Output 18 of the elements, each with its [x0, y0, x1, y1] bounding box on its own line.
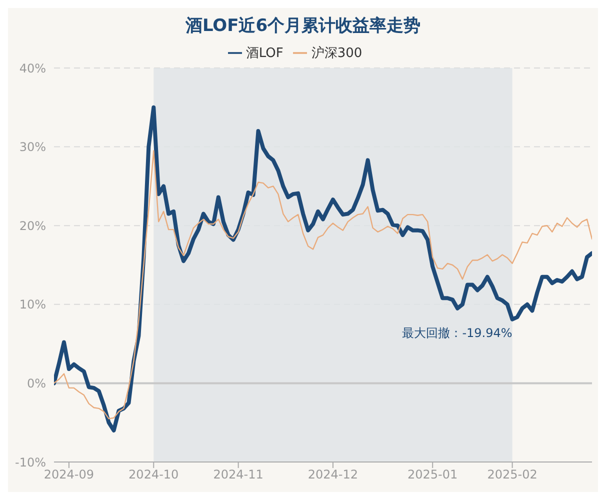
legend-label: 酒LOF [246, 46, 284, 61]
x-tick-label: 2025-01 [408, 468, 458, 482]
line-series [54, 150, 592, 420]
y-tick-label: 30% [19, 140, 46, 154]
y-tick-label: 10% [19, 298, 46, 312]
x-tick-label: 2024-11 [213, 468, 264, 482]
y-tick-label: 40% [19, 61, 46, 76]
chart-title: 酒LOF近6个月累计收益率走势 [184, 15, 422, 38]
line-series [54, 105, 592, 432]
x-tick-label: 2024-09 [44, 468, 94, 482]
x-tick-label: 2024-12 [308, 468, 358, 482]
y-tick-label: 0% [26, 376, 46, 390]
legend-label: 沪深300 [311, 46, 362, 61]
x-tick-label: 2025-02 [487, 468, 538, 482]
band-label: 最大回撤：-19.94% [402, 326, 512, 340]
y-tick-label: 20% [19, 218, 46, 233]
y-tick-label: -10% [14, 455, 46, 470]
x-tick-label: 2024-10 [128, 468, 179, 482]
